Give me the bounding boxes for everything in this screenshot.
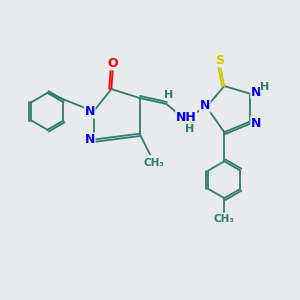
Text: S: S [215,54,224,67]
Text: N: N [85,133,95,146]
Text: N: N [85,105,95,118]
Text: H: H [185,124,194,134]
Text: CH₃: CH₃ [144,158,165,168]
Text: H: H [260,82,270,92]
Text: CH₃: CH₃ [214,214,235,224]
Text: NH: NH [176,111,196,124]
Text: N: N [251,117,261,130]
Text: H: H [164,90,173,100]
Text: N: N [251,85,261,98]
Text: N: N [200,99,210,112]
Text: O: O [107,57,118,70]
